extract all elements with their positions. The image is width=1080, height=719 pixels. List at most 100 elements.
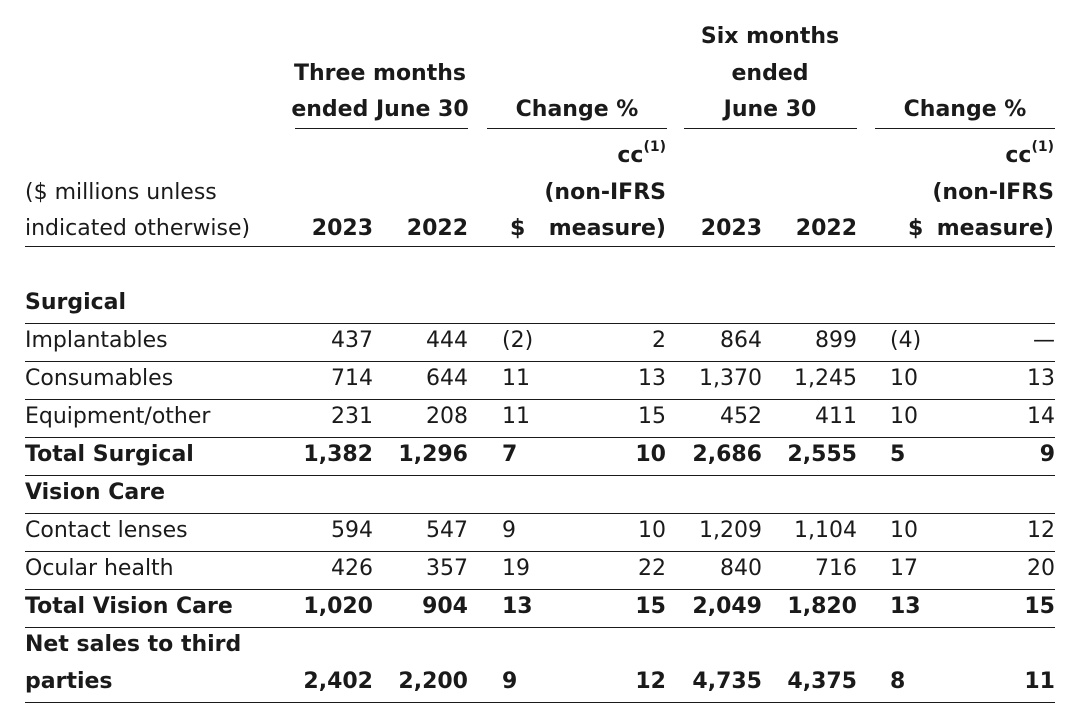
cell-cc-change-six: 14 <box>1027 404 1055 429</box>
cell-usd-change-six: (4) <box>890 328 922 353</box>
cell-usd-change-six: 17 <box>890 556 918 581</box>
net-sales-2022-three: 2,200 <box>398 669 468 694</box>
cell-2023-three: 1,020 <box>303 594 373 619</box>
cell-2023-three: 594 <box>331 518 373 543</box>
cell-usd-change-three: 19 <box>502 556 530 581</box>
cell-2022-six: 1,820 <box>787 594 857 619</box>
row-label: Ocular health <box>25 556 174 581</box>
cell-usd-change-three: 7 <box>502 442 518 467</box>
cell-2022-three: 444 <box>426 328 468 353</box>
cell-2023-three: 1,382 <box>303 442 373 467</box>
cell-cc-change-three: 22 <box>638 556 666 581</box>
row-label: Surgical <box>25 290 127 315</box>
header-2022-three: 2022 <box>406 216 468 241</box>
net-sales-usd-change-six: 8 <box>890 669 906 694</box>
cell-usd-change-three: 9 <box>502 518 516 543</box>
cell-cc-change-three: 10 <box>638 518 666 543</box>
header-change-pct-1-underline <box>487 128 667 129</box>
cell-2022-three: 547 <box>426 518 468 543</box>
cell-2023-six: 2,686 <box>692 442 762 467</box>
cell-2023-six: 840 <box>720 556 762 581</box>
net-sales-2023-three: 2,402 <box>303 669 373 694</box>
header-measure-2: measure) <box>936 216 1054 241</box>
cell-2023-six: 452 <box>720 404 762 429</box>
cell-cc-change-three: 2 <box>652 328 666 353</box>
cell-2022-six: 716 <box>815 556 857 581</box>
cell-2022-six: 1,104 <box>794 518 857 543</box>
cell-cc-change-three: 10 <box>635 442 666 467</box>
header-cc-2: cc(1) <box>1005 139 1054 168</box>
cell-usd-change-three: 11 <box>502 404 530 429</box>
header-six-months-underline <box>684 128 857 129</box>
cell-cc-change-six: 12 <box>1027 518 1055 543</box>
table-bottom-rule <box>25 702 1055 703</box>
cell-cc-change-three: 15 <box>635 594 666 619</box>
cell-2023-three: 437 <box>331 328 373 353</box>
cell-usd-change-three: 11 <box>502 366 530 391</box>
row-divider <box>25 551 1055 552</box>
cell-usd-change-six: 13 <box>890 594 921 619</box>
header-six-months-line1: Six months <box>700 24 840 49</box>
cell-usd-change-three: 13 <box>502 594 533 619</box>
row-divider <box>25 323 1055 324</box>
cell-2023-six: 864 <box>720 328 762 353</box>
row-label: Total Vision Care <box>25 594 233 619</box>
cell-cc-change-six: 15 <box>1024 594 1055 619</box>
cell-2023-six: 2,049 <box>692 594 762 619</box>
cell-2023-three: 231 <box>331 404 373 429</box>
header-six-months-line3: June 30 <box>723 97 817 122</box>
header-label-line2: indicated otherwise) <box>25 216 251 241</box>
header-three-months-line1: Three months <box>294 61 466 86</box>
cell-2022-six: 411 <box>815 404 857 429</box>
row-divider <box>25 475 1055 476</box>
header-2023-three: 2023 <box>311 216 373 241</box>
header-dollar-six: $ <box>908 216 924 241</box>
net-sales-cc-change-six: 11 <box>1024 669 1055 694</box>
cell-usd-change-six: 10 <box>890 518 918 543</box>
cell-cc-change-three: 15 <box>638 404 666 429</box>
cell-usd-change-six: 10 <box>890 366 918 391</box>
row-label: Implantables <box>25 328 168 353</box>
row-divider <box>25 361 1055 362</box>
header-change-pct-2: Change % <box>903 97 1027 122</box>
header-label-line1: ($ millions unless <box>25 180 217 205</box>
row-divider <box>25 513 1055 514</box>
row-label: Consumables <box>25 366 174 391</box>
cell-2022-three: 904 <box>422 594 468 619</box>
cell-cc-change-six: 20 <box>1027 556 1055 581</box>
header-three-months-underline <box>295 128 468 129</box>
cell-2022-three: 1,296 <box>398 442 468 467</box>
row-divider <box>25 627 1055 628</box>
header-dollar-three: $ <box>510 216 526 241</box>
cell-2023-three: 714 <box>331 366 373 391</box>
cell-2023-six: 1,370 <box>699 366 762 391</box>
net-sales-usd-change-three: 9 <box>502 669 518 694</box>
row-label: Vision Care <box>25 480 166 505</box>
cell-2022-three: 208 <box>426 404 468 429</box>
cell-cc-change-six: 13 <box>1027 366 1055 391</box>
header-2023-six: 2023 <box>700 216 762 241</box>
cell-2022-six: 2,555 <box>787 442 857 467</box>
net-sales-2022-six: 4,375 <box>787 669 857 694</box>
header-three-months-line2: ended June 30 <box>291 97 469 122</box>
header-2022-six: 2022 <box>795 216 857 241</box>
cell-2022-three: 644 <box>426 366 468 391</box>
row-label: Total Surgical <box>25 442 194 467</box>
header-cc-1: cc(1) <box>617 139 666 168</box>
cell-2022-six: 899 <box>815 328 857 353</box>
header-measure-1: measure) <box>548 216 666 241</box>
header-bottom-rule <box>25 246 1055 247</box>
cell-usd-change-six: 10 <box>890 404 918 429</box>
row-label: Equipment/other <box>25 404 211 429</box>
net-sales-label-line1: Net sales to third <box>25 632 242 657</box>
net-sales-cc-change-three: 12 <box>635 669 666 694</box>
header-change-pct-2-underline <box>875 128 1055 129</box>
net-sales-label-line2: parties <box>25 669 113 694</box>
cell-2022-six: 1,245 <box>794 366 857 391</box>
cell-2023-three: 426 <box>331 556 373 581</box>
net-sales-2023-six: 4,735 <box>692 669 762 694</box>
header-non-ifrs-2: (non-IFRS <box>932 180 1054 205</box>
cell-cc-change-six: — <box>1033 328 1055 353</box>
cell-usd-change-three: (2) <box>502 328 534 353</box>
row-divider <box>25 399 1055 400</box>
